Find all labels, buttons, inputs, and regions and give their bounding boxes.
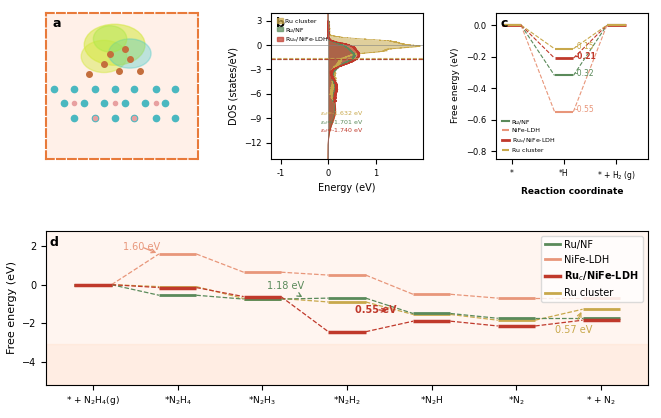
Legend: Ru/NF, NiFe-LDH, Ru$_c$/NiFe-LDH, Ru cluster: Ru/NF, NiFe-LDH, Ru$_c$/NiFe-LDH, Ru clu…: [499, 117, 557, 156]
X-axis label: Energy (eV): Energy (eV): [319, 183, 375, 193]
Text: 0.55 eV: 0.55 eV: [356, 305, 397, 314]
Bar: [46, 344, 648, 385]
Text: -0.15: -0.15: [575, 42, 595, 51]
X-axis label: Reaction coordinate: Reaction coordinate: [521, 187, 623, 196]
Text: $\varepsilon_d$=-1.740 eV: $\varepsilon_d$=-1.740 eV: [320, 127, 363, 135]
Text: $\varepsilon_d$=-1.632 eV: $\varepsilon_d$=-1.632 eV: [320, 109, 364, 118]
Text: c: c: [500, 17, 508, 30]
Ellipse shape: [93, 26, 127, 52]
Ellipse shape: [108, 39, 151, 68]
Text: b: b: [276, 17, 284, 30]
Legend: Ru/NF, NiFe-LDH, Ru$_c$/NiFe-LDH, Ru cluster: Ru/NF, NiFe-LDH, Ru$_c$/NiFe-LDH, Ru clu…: [541, 236, 643, 302]
Text: -0.32: -0.32: [575, 69, 595, 78]
Text: $\varepsilon_d$=-1.701 eV: $\varepsilon_d$=-1.701 eV: [320, 118, 363, 127]
Text: -0.55: -0.55: [575, 105, 595, 114]
Legend: Ru cluster, Ru/NF, Ru$_c$/NiFe-LDH: Ru cluster, Ru/NF, Ru$_c$/NiFe-LDH: [274, 15, 331, 46]
Ellipse shape: [84, 24, 145, 65]
Text: 0.57 eV: 0.57 eV: [555, 313, 592, 335]
Y-axis label: Free energy (eV): Free energy (eV): [7, 261, 17, 354]
Y-axis label: Free energy (eV): Free energy (eV): [451, 48, 460, 123]
Text: a: a: [52, 17, 61, 30]
Y-axis label: DOS (states/eV): DOS (states/eV): [228, 47, 239, 125]
Text: d: d: [50, 235, 58, 249]
Text: 1.60 eV: 1.60 eV: [122, 242, 160, 253]
Text: 1.18 eV: 1.18 eV: [266, 281, 303, 296]
Text: -0.21: -0.21: [575, 52, 597, 61]
Ellipse shape: [81, 41, 127, 73]
